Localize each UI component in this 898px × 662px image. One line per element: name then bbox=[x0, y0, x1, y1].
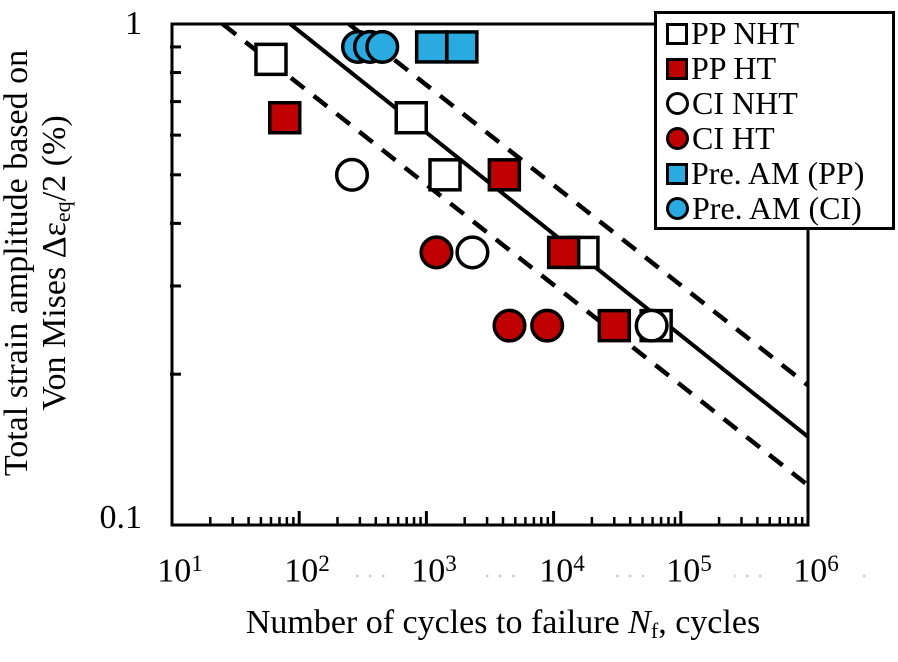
filled-square-marker-icon bbox=[666, 57, 688, 80]
marker-ci-ht bbox=[492, 308, 527, 343]
y-tick-label-0.1: 0.1 bbox=[99, 499, 143, 536]
marker-ci-ht bbox=[530, 308, 565, 343]
marker-pp-ht bbox=[546, 235, 581, 270]
marker-pp-ht bbox=[268, 100, 302, 135]
marker-pre-am-pp bbox=[445, 30, 479, 64]
legend-label: PP NHT bbox=[691, 15, 800, 51]
legend-label: Pre. AM (PP) bbox=[691, 155, 865, 191]
marker-pre-am-pp bbox=[414, 30, 449, 64]
marker-pp-nht bbox=[428, 158, 462, 192]
blue-square-marker-icon bbox=[666, 162, 688, 185]
marker-pp-nht bbox=[254, 42, 288, 77]
x-tick-label-10e1: 101 bbox=[135, 551, 225, 593]
open-circle-marker-icon bbox=[666, 92, 689, 115]
x-tick-label-10e2: 102 bbox=[262, 551, 352, 593]
scatter-band-line bbox=[347, 22, 810, 388]
y-axis-title: Total strain amplitude based on Von Mise… bbox=[0, 0, 75, 543]
legend-item-ci-nht: CI NHT bbox=[666, 85, 892, 121]
marker-pp-ht bbox=[597, 308, 632, 343]
legend-item-pre-am-ci: Pre. AM (CI) bbox=[666, 190, 892, 226]
x-tick-label-10e4: 104 bbox=[517, 551, 607, 593]
legend-item-pp-ht: PP HT bbox=[666, 50, 892, 86]
y-tick-label-1: 1 bbox=[125, 5, 142, 42]
legend-label: CI HT bbox=[692, 120, 775, 156]
marker-ci-nht bbox=[334, 157, 370, 192]
marker-ci-ht bbox=[419, 235, 454, 270]
x-tick-label-10e3: 103 bbox=[389, 551, 479, 593]
y-axis-title-line2: Von Mises Δεeq/2 (%) bbox=[36, 115, 75, 411]
marker-pre-am-ci bbox=[365, 29, 400, 64]
plot-frame bbox=[170, 22, 810, 527]
x-tick-label-10e6: 106 bbox=[771, 551, 861, 593]
trend-line bbox=[288, 22, 810, 439]
legend-label: Pre. AM (CI) bbox=[692, 190, 862, 226]
y-axis-title-line1: Total strain amplitude based on bbox=[0, 49, 35, 477]
legend-item-pre-am-pp: Pre. AM (PP) bbox=[666, 155, 892, 191]
legend-label: CI NHT bbox=[692, 85, 798, 121]
marker-pp-ht bbox=[487, 158, 522, 192]
blue-circle-marker-icon bbox=[666, 197, 689, 220]
filled-circle-marker-icon bbox=[666, 127, 689, 150]
legend: PP NHT PP HT CI NHT CI HT Pre. AM (PP) P… bbox=[654, 11, 895, 230]
x-tick-label-10e5: 105 bbox=[644, 551, 734, 593]
marker-ci-nht bbox=[634, 308, 669, 343]
scatter-band-line bbox=[221, 22, 810, 488]
marker-pp-nht bbox=[394, 100, 428, 135]
open-square-marker-icon bbox=[666, 22, 688, 45]
legend-item-pp-nht: PP NHT bbox=[666, 15, 892, 51]
marker-ci-nht bbox=[455, 235, 490, 270]
x-axis-symbol: N bbox=[628, 604, 651, 641]
legend-item-ci-ht: CI HT bbox=[666, 120, 892, 156]
legend-label: PP HT bbox=[691, 50, 777, 86]
x-axis-title: Number of cycles to failure Nf, cycles bbox=[245, 604, 761, 643]
